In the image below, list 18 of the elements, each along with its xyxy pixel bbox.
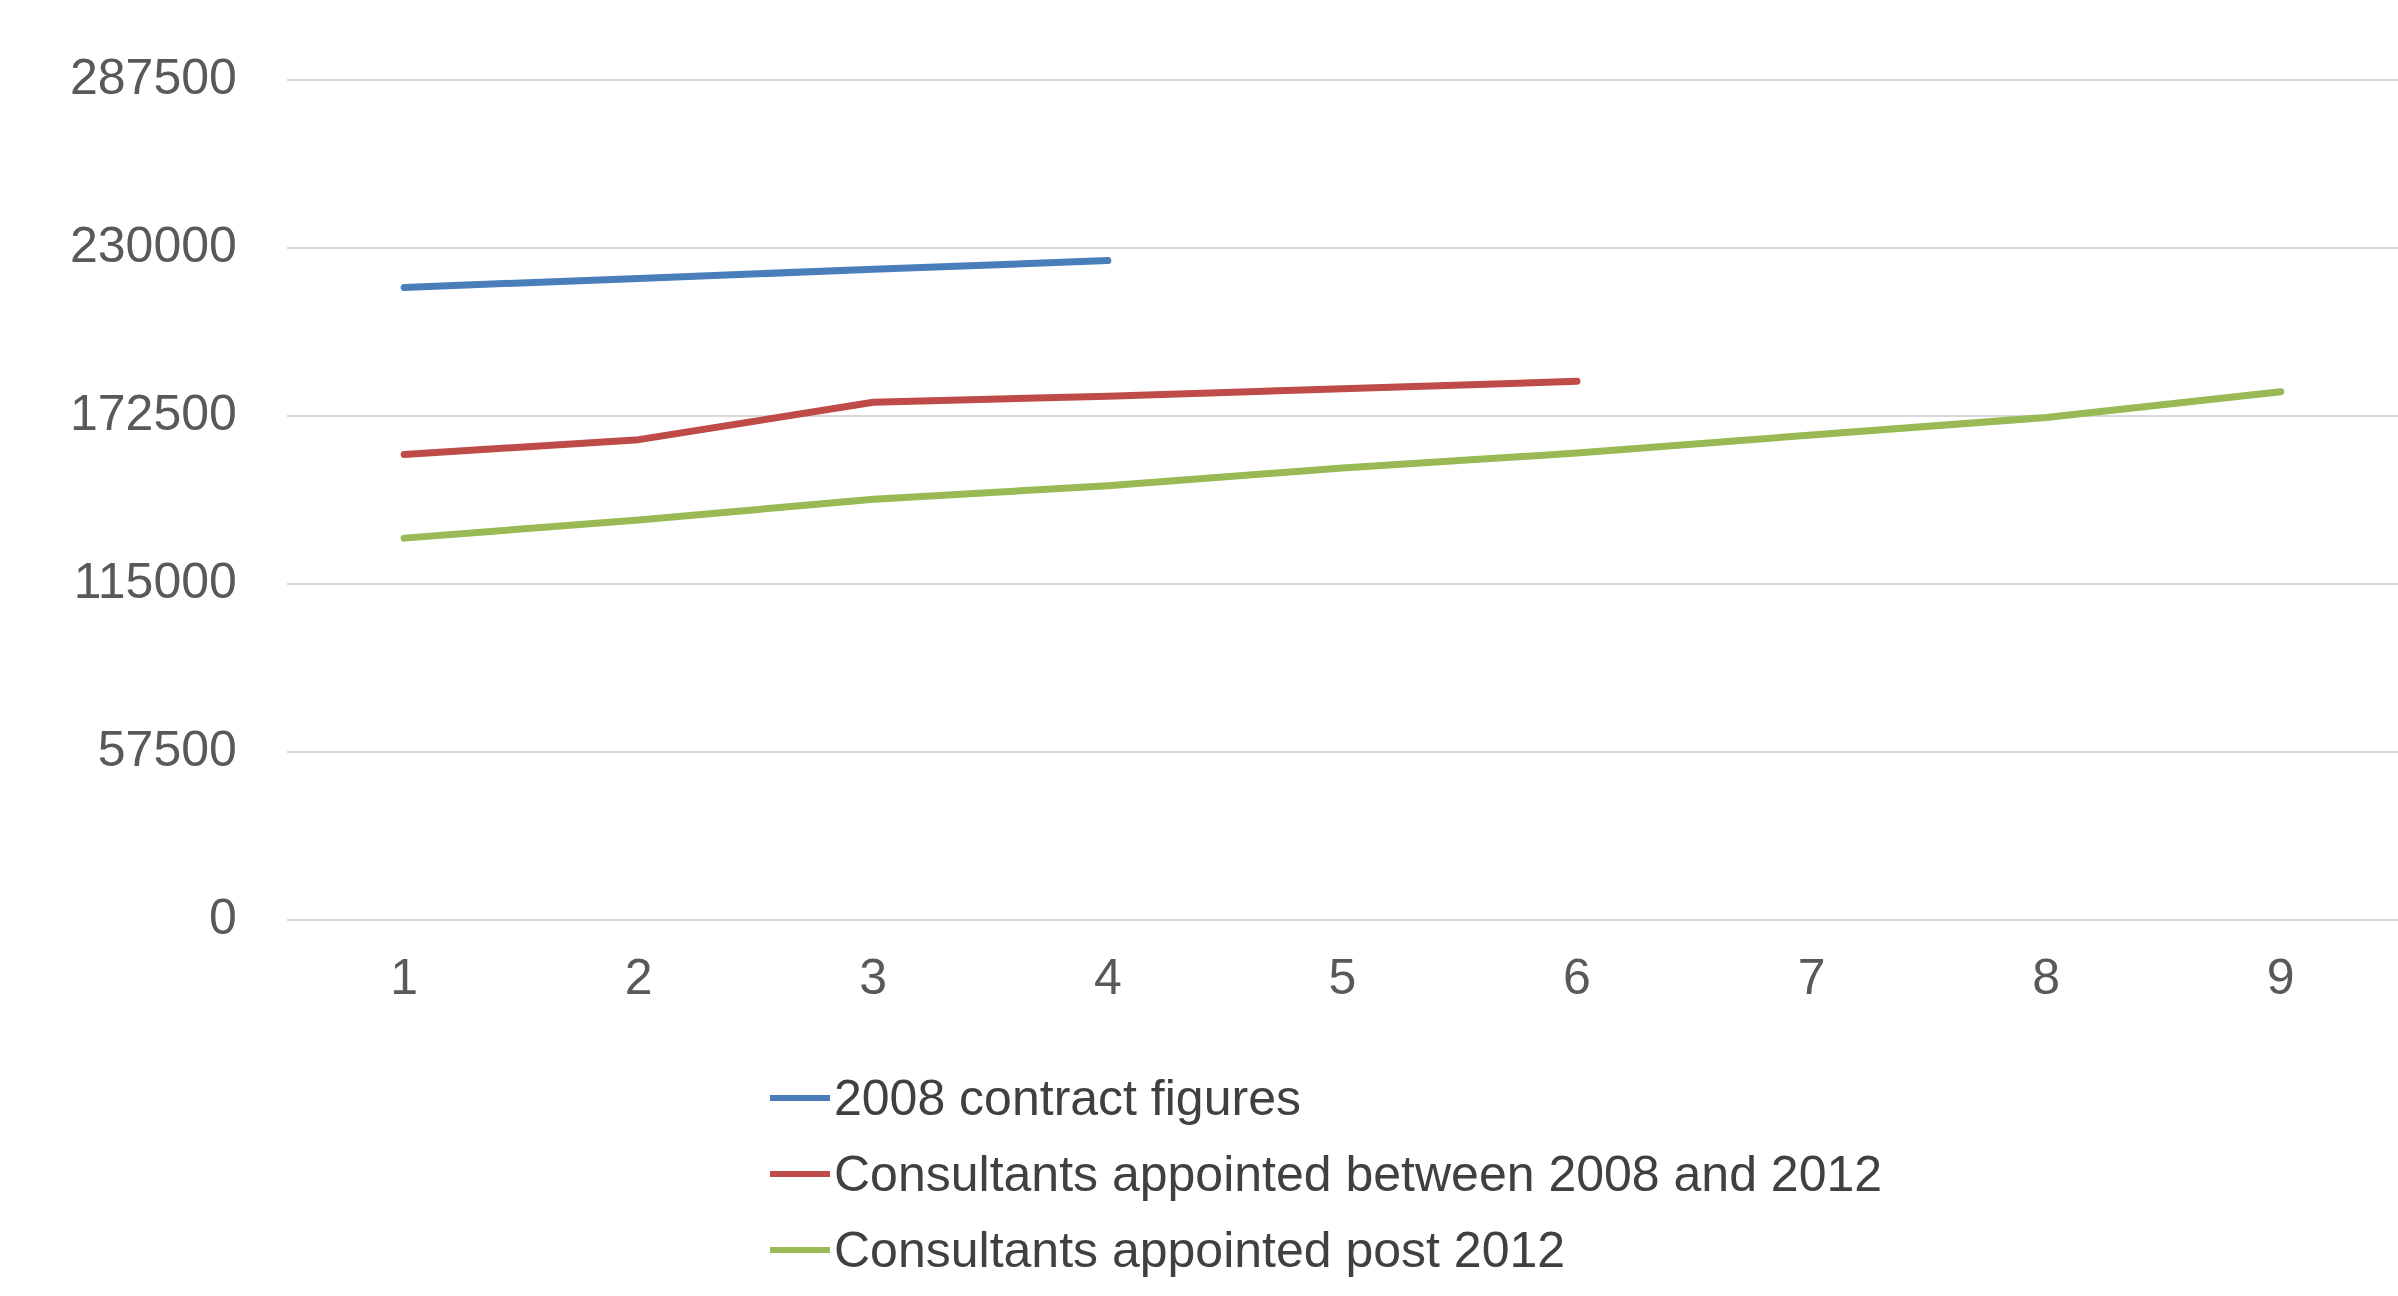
y-tick-label: 230000 (69, 216, 237, 273)
y-tick-label: 172500 (69, 384, 237, 441)
legend-label: Consultants appointed between 2008 and 2012 (834, 1145, 1883, 1203)
x-tick-label: 4 (1093, 948, 1122, 1005)
legend-label: Consultants appointed post 2012 (834, 1221, 1566, 1279)
y-tick-label: 57500 (97, 720, 237, 777)
x-tick-label: 3 (859, 948, 888, 1005)
x-tick-label: 6 (1563, 948, 1591, 1005)
y-tick-label: 287500 (69, 48, 237, 105)
x-tick-label: 2 (624, 948, 653, 1005)
x-tick-label: 8 (2032, 948, 2061, 1005)
x-tick-label: 1 (390, 948, 419, 1005)
x-tick-label: 9 (2266, 948, 2295, 1005)
y-tick-label: 0 (209, 888, 237, 945)
legend-label: 2008 contract figures (834, 1069, 1301, 1127)
x-tick-label: 7 (1797, 948, 1826, 1005)
y-tick-label: 115000 (73, 552, 237, 609)
x-tick-label: 5 (1328, 948, 1357, 1005)
